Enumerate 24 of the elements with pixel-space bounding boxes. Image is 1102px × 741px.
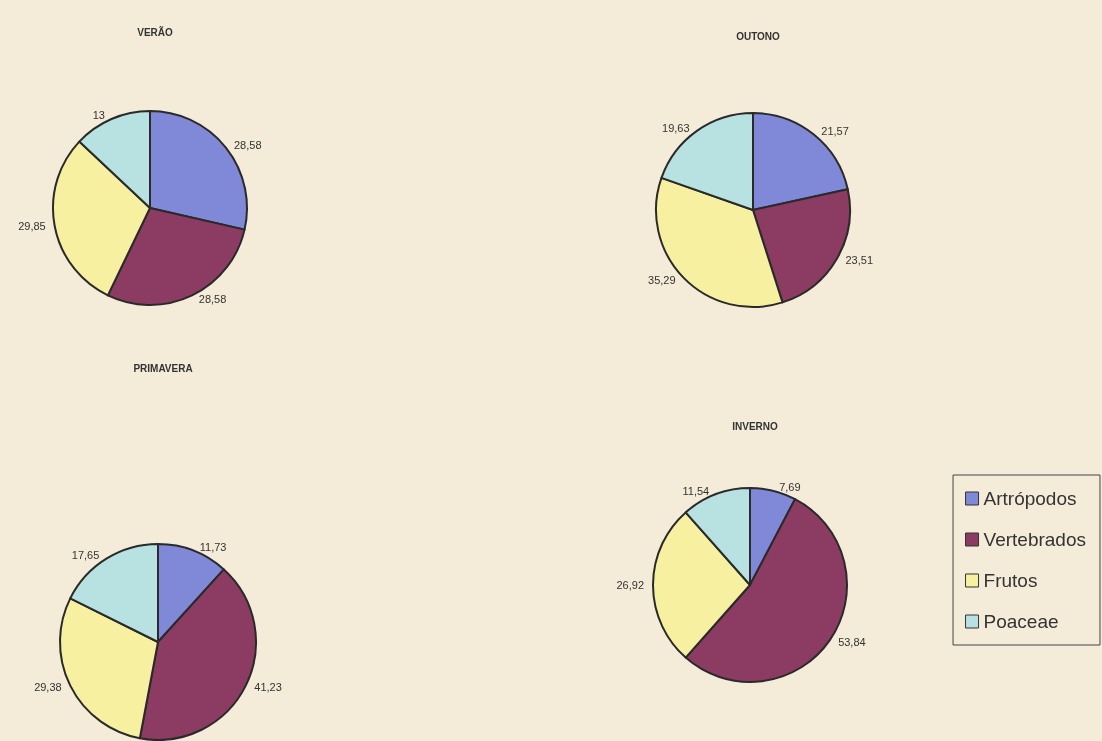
data-label: 11,54	[682, 484, 710, 497]
data-label: 28,58	[198, 293, 227, 306]
data-label: 13	[92, 109, 105, 122]
data-label: 26,92	[616, 579, 644, 592]
data-label: 28,58	[233, 139, 262, 152]
data-label: 41,23	[254, 681, 282, 694]
chart-title: INVERNO	[732, 420, 778, 432]
data-label: 53,84	[838, 636, 866, 649]
data-label: 35,29	[648, 274, 676, 287]
data-label: 23,51	[845, 254, 874, 267]
data-label: 29,38	[34, 681, 62, 694]
data-label: 19,63	[662, 121, 690, 134]
data-label: 21,57	[821, 125, 849, 138]
chart-title: VERÃO	[137, 25, 173, 38]
data-label: 11,73	[199, 540, 227, 553]
legend-label: Artrópodos	[983, 488, 1077, 509]
data-label: 29,85	[18, 220, 46, 233]
legend-label: Vertebrados	[983, 529, 1087, 550]
legend-label: Poaceae	[983, 611, 1059, 632]
chart-title: PRIMAVERA	[133, 362, 193, 374]
data-label: 7,69	[779, 480, 801, 493]
data-label: 17,65	[71, 549, 100, 562]
legend-label: Frutos	[983, 570, 1038, 591]
chart-title: OUTONO	[736, 30, 781, 42]
